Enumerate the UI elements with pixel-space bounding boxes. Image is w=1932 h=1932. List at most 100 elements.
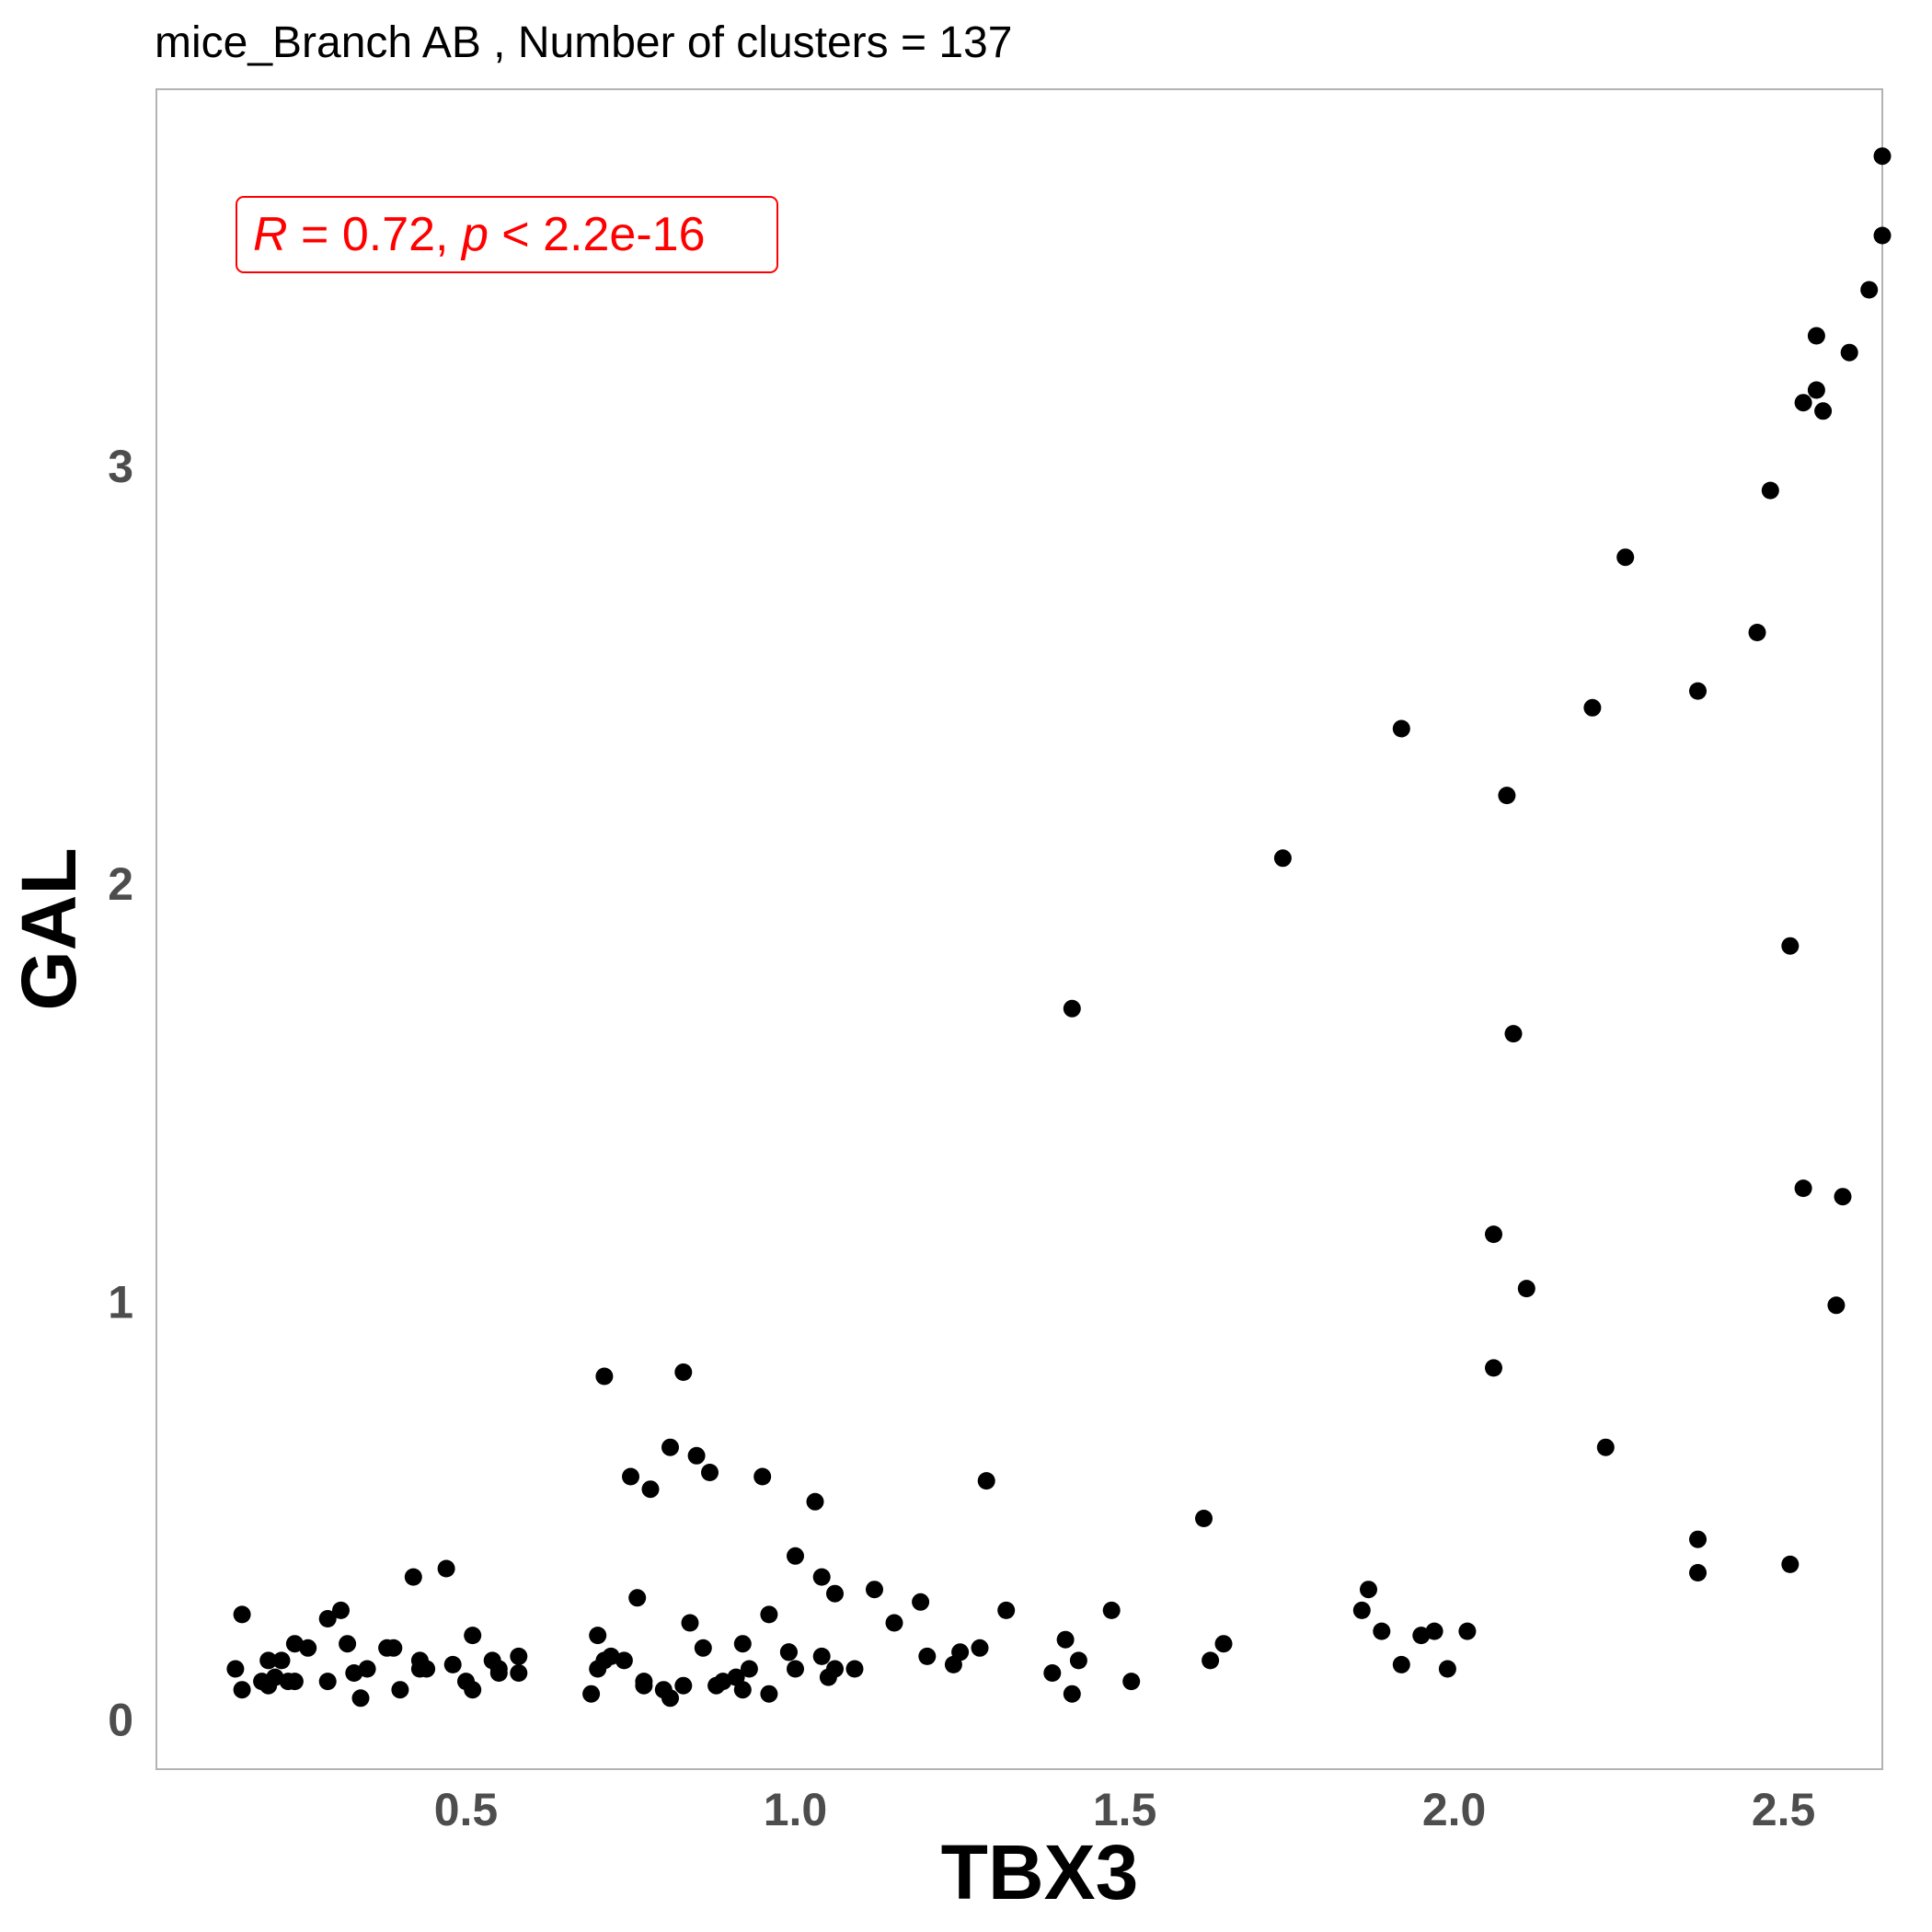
data-point — [661, 1438, 679, 1456]
data-point — [1748, 624, 1766, 641]
data-point — [951, 1643, 970, 1662]
data-point — [1794, 394, 1812, 412]
data-point — [418, 1660, 436, 1678]
x-tick-label: 0.5 — [434, 1784, 499, 1835]
y-tick-label: 0 — [108, 1695, 133, 1746]
data-point — [1781, 937, 1800, 955]
data-point — [615, 1651, 633, 1670]
data-point — [779, 1643, 798, 1662]
p-symbol: p — [460, 208, 489, 261]
data-point — [1373, 1622, 1391, 1640]
data-point — [443, 1655, 462, 1673]
data-point — [787, 1660, 804, 1678]
data-point — [977, 1472, 995, 1490]
data-point — [1860, 281, 1879, 299]
data-point — [628, 1589, 647, 1607]
data-point — [806, 1492, 824, 1511]
data-point — [753, 1467, 772, 1486]
data-point — [826, 1584, 844, 1603]
data-point — [733, 1681, 752, 1699]
data-point — [971, 1639, 989, 1657]
x-tick-label: 1.5 — [1093, 1784, 1157, 1835]
x-axis-label: TBX3 — [941, 1829, 1139, 1915]
data-point — [1807, 327, 1825, 345]
data-point — [1063, 1685, 1081, 1703]
data-point — [385, 1639, 403, 1657]
data-point — [1827, 1296, 1846, 1315]
data-point — [1873, 226, 1892, 245]
x-tick-label: 2.0 — [1422, 1784, 1487, 1835]
data-point — [259, 1651, 278, 1670]
data-point — [635, 1673, 653, 1691]
data-point — [602, 1647, 620, 1665]
data-point — [1352, 1601, 1371, 1619]
data-point — [1689, 1564, 1707, 1581]
data-point — [674, 1676, 693, 1695]
data-point — [345, 1664, 363, 1682]
data-point — [681, 1614, 699, 1632]
data-point — [997, 1601, 1016, 1619]
data-point — [1458, 1622, 1477, 1640]
x-axis-ticks: 0.5 1.0 1.5 2.0 2.5 — [434, 1784, 1816, 1835]
data-point — [233, 1605, 251, 1624]
data-point — [582, 1685, 601, 1703]
y-axis-label: GAL — [6, 847, 92, 1010]
data-point — [233, 1681, 251, 1699]
data-point — [391, 1681, 409, 1699]
data-point — [339, 1635, 357, 1653]
plot-panel — [155, 88, 1883, 1770]
data-point — [285, 1673, 304, 1691]
data-point — [1425, 1622, 1443, 1640]
data-point — [1056, 1630, 1075, 1649]
annotation-text: R = 0.72, p < 2.2e-16 — [253, 208, 705, 261]
data-point — [1202, 1651, 1220, 1670]
x-tick-label: 2.5 — [1752, 1784, 1816, 1835]
data-point — [226, 1660, 245, 1678]
data-point — [1438, 1660, 1456, 1678]
data-point — [918, 1647, 937, 1665]
data-point — [318, 1610, 337, 1627]
data-point — [285, 1635, 304, 1653]
data-point — [1485, 1225, 1502, 1244]
annotation-box — [236, 196, 778, 273]
data-point — [589, 1627, 607, 1645]
data-point — [622, 1467, 639, 1486]
data-point — [1102, 1601, 1121, 1619]
data-point — [1122, 1673, 1141, 1691]
data-point — [733, 1635, 752, 1653]
data-point — [1392, 719, 1410, 738]
data-point — [1616, 548, 1635, 567]
data-point — [1781, 1555, 1800, 1573]
data-point — [1504, 1025, 1523, 1043]
data-point — [1392, 1655, 1410, 1673]
data-point — [1517, 1280, 1535, 1298]
data-point — [272, 1651, 291, 1670]
correlation-annotation: R = 0.72, p < 2.2e-16 — [236, 196, 778, 273]
chart-title: mice_Branch AB , Number of clusters = 13… — [155, 18, 1012, 67]
data-point — [299, 1639, 317, 1657]
r-symbol: R — [253, 208, 288, 261]
data-point — [595, 1367, 614, 1386]
data-point — [489, 1660, 508, 1678]
data-point — [641, 1480, 660, 1499]
data-point — [510, 1647, 528, 1665]
data-point — [1485, 1359, 1502, 1377]
data-point — [464, 1627, 482, 1645]
data-point — [1583, 698, 1602, 717]
data-point — [760, 1685, 778, 1703]
data-point — [332, 1601, 350, 1619]
data-point — [661, 1689, 679, 1708]
data-point — [1689, 1530, 1707, 1548]
y-tick-label: 3 — [108, 441, 133, 492]
data-point — [1273, 849, 1292, 868]
data-point — [787, 1547, 804, 1565]
data-point — [1840, 343, 1858, 362]
data-point — [740, 1660, 758, 1678]
p-value: < 2.2e-16 — [489, 208, 706, 261]
data-point — [318, 1673, 337, 1691]
data-point — [1596, 1438, 1615, 1456]
data-point — [760, 1605, 778, 1624]
data-point — [687, 1446, 706, 1465]
data-point — [826, 1660, 844, 1678]
